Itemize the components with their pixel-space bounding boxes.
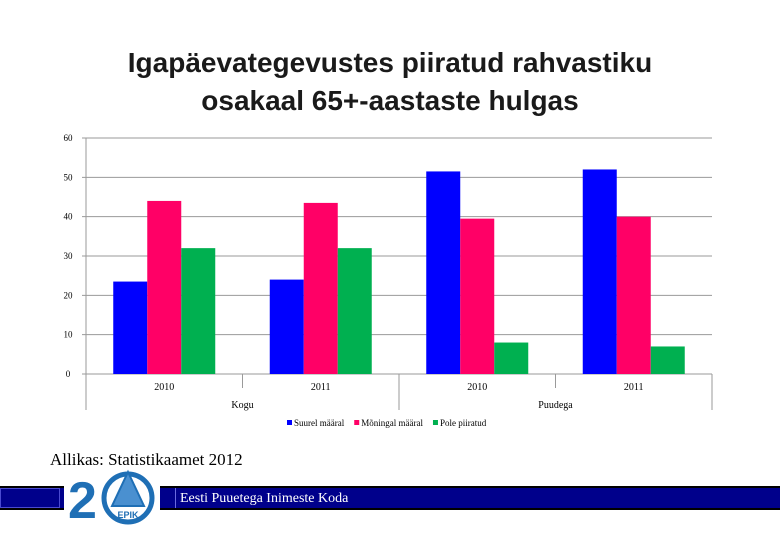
logo-text: EPIK — [117, 510, 139, 520]
y-tick-label-60: 60 — [64, 133, 74, 143]
chart-title: Igapäevategevustes piiratud rahvastiku o… — [0, 44, 780, 120]
x-group-label-1: Puudega — [538, 400, 573, 411]
legend-label-2: Pole piiratud — [440, 418, 487, 428]
bar-0-2 — [426, 171, 461, 374]
legend-label-0: Suurel määral — [294, 418, 345, 428]
epik-logo: 2 EPIK — [64, 466, 160, 526]
x-category-label-3: 2011 — [624, 382, 644, 393]
legend-label-1: Mõningal määral — [361, 418, 423, 428]
chart-title-line-1: Igapäevategevustes piiratud rahvastiku — [127, 47, 653, 78]
logo-number-2: 2 — [68, 472, 97, 526]
x-category-label-0: 2010 — [154, 382, 174, 393]
bar-chart: 0 10 20 30 40 50 60 2010 2011 2010 2011 Kogu Puudega… — [64, 133, 713, 428]
bar-1-1 — [303, 202, 338, 374]
axis-labels: 0 10 20 30 40 50 60 2010 2011 2010 2011 Kogu Puudega — [64, 133, 644, 411]
y-tick-label-40: 40 — [64, 212, 74, 222]
source-note: Allikas: Statistikaamet 2012 — [50, 450, 243, 469]
y-tick-label-50: 50 — [64, 172, 74, 182]
bar-1-2 — [460, 218, 495, 374]
legend-swatch-2 — [432, 420, 438, 425]
bar-0-0 — [113, 281, 148, 374]
y-tick-label-10: 10 — [64, 330, 74, 340]
bar-1-3 — [616, 216, 651, 374]
bar-1-0 — [147, 200, 182, 374]
y-tick-label-0: 0 — [66, 369, 71, 379]
footer-divider — [175, 488, 176, 508]
bar-2-2 — [494, 342, 529, 374]
legend-swatch-1 — [354, 420, 360, 425]
footer-organization-label: Eesti Puuetega Inimeste Koda — [180, 491, 349, 506]
bar-2-0 — [181, 248, 216, 374]
bar-2-1 — [337, 248, 372, 374]
bar-2-3 — [650, 346, 685, 374]
chart-title-line-2: osakaal 65+-aastaste hulgas — [201, 85, 579, 116]
footer-left-box — [0, 488, 60, 508]
x-category-label-1: 2011 — [311, 382, 331, 393]
y-tick-label-30: 30 — [64, 251, 74, 261]
legend: Suurel määral Mõningal määral Pole piiratu… — [287, 418, 487, 428]
x-category-label-2: 2010 — [467, 382, 487, 393]
bars — [113, 169, 685, 374]
bar-0-1 — [269, 279, 304, 374]
x-group-label-0: Kogu — [231, 400, 253, 411]
legend-swatch-0 — [287, 420, 292, 425]
logo-triangle-icon — [110, 469, 146, 507]
y-tick-label-20: 20 — [64, 290, 74, 300]
bar-0-3 — [582, 169, 617, 374]
